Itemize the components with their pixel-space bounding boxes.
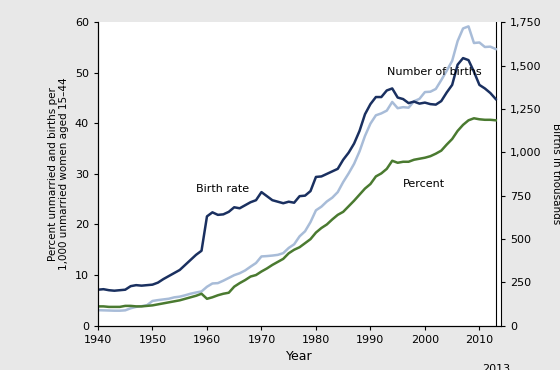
Text: Percent: Percent — [403, 179, 445, 189]
Text: Number of births: Number of births — [387, 67, 482, 77]
X-axis label: Year: Year — [286, 350, 313, 363]
Text: Birth rate: Birth rate — [196, 184, 249, 194]
Text: 2013: 2013 — [482, 363, 510, 370]
Y-axis label: Births in thousands: Births in thousands — [551, 123, 560, 225]
Y-axis label: Percent unmarried and births per
1,000 unmarried women aged 15–44: Percent unmarried and births per 1,000 u… — [48, 78, 69, 270]
